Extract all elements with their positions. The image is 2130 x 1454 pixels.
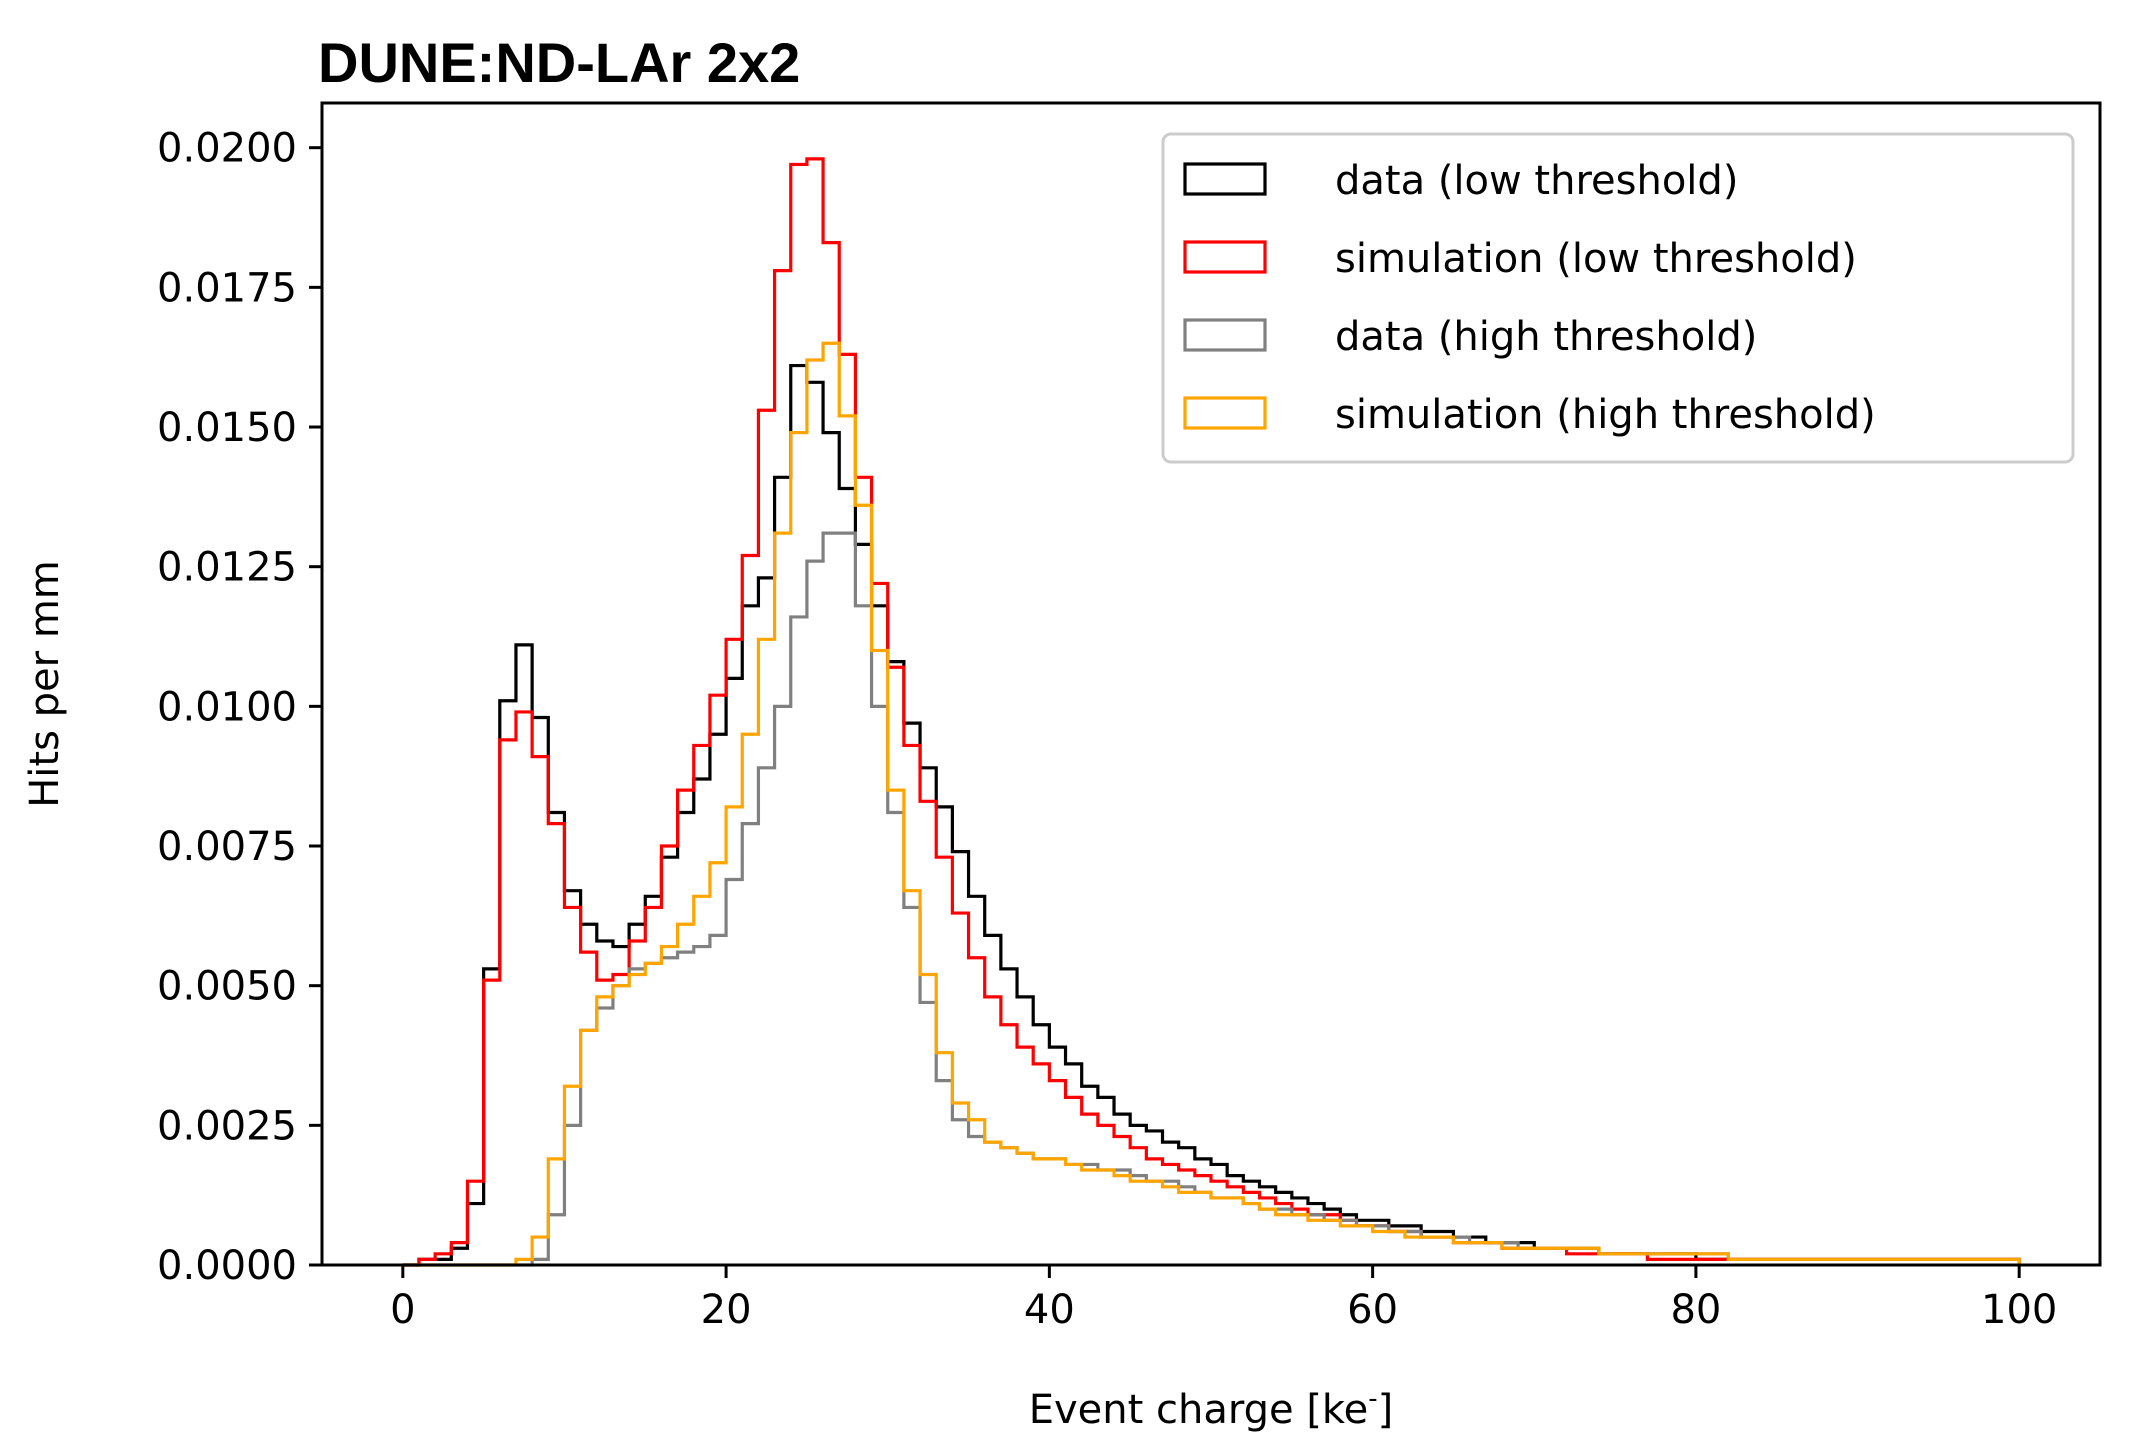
x-axis-label-superscript: - xyxy=(1368,1384,1377,1414)
y-tick-label: 0.0100 xyxy=(157,684,297,730)
x-axis-ticks: 0 20 40 60 80 100 xyxy=(390,1265,2057,1333)
y-axis-label: Hits per mm xyxy=(22,560,68,808)
y-axis-ticks: 0.0000 0.0025 0.0050 0.0075 0.0100 0.0125 0.01… xyxy=(157,126,322,1289)
series-3-step-line xyxy=(402,341,2021,1267)
x-tick-label: 40 xyxy=(1024,1287,1075,1333)
x-tick-label: 100 xyxy=(1981,1287,2057,1333)
legend-swatch-1 xyxy=(1183,240,1267,274)
chart-title: DUNE:ND-LAr 2x2 xyxy=(318,31,800,94)
y-tick-label: 0.0175 xyxy=(157,265,297,311)
x-tick-label: 80 xyxy=(1670,1287,1721,1333)
legend-label-3: simulation (high threshold) xyxy=(1335,392,1876,438)
legend-swatch-2 xyxy=(1183,318,1267,352)
legend-frame xyxy=(1161,132,2075,464)
x-tick-label: 20 xyxy=(701,1287,752,1333)
y-tick-label: 0.0050 xyxy=(157,964,297,1010)
series-0-step-line xyxy=(402,363,2021,1267)
x-tick-label: 0 xyxy=(390,1287,415,1333)
y-tick-label: 0.0150 xyxy=(157,405,297,451)
legend-swatch-0 xyxy=(1183,162,1267,196)
x-axis-label: Event charge [ke-] xyxy=(1029,1384,1394,1433)
plot-frame xyxy=(320,101,2102,1267)
x-tick-label: 60 xyxy=(1347,1287,1398,1333)
series-layer xyxy=(402,157,2021,1267)
x-axis-label-suffix: ] xyxy=(1378,1387,1394,1433)
legend-label-2: data (high threshold) xyxy=(1335,314,1757,360)
y-tick-label: 0.0025 xyxy=(157,1103,297,1149)
y-tick-label: 0.0125 xyxy=(157,545,297,591)
legend-label-0: data (low threshold) xyxy=(1335,158,1738,204)
y-tick-label: 0.0075 xyxy=(157,824,297,870)
x-axis-label-main: Event charge [ke xyxy=(1029,1387,1369,1433)
legend-swatch-3 xyxy=(1183,396,1267,430)
y-tick-label: 0.0200 xyxy=(157,126,297,172)
legend: data (low threshold) simulation (low thre… xyxy=(1161,132,2075,464)
legend-label-1: simulation (low threshold) xyxy=(1335,236,1857,282)
y-tick-label: 0.0000 xyxy=(157,1243,297,1289)
